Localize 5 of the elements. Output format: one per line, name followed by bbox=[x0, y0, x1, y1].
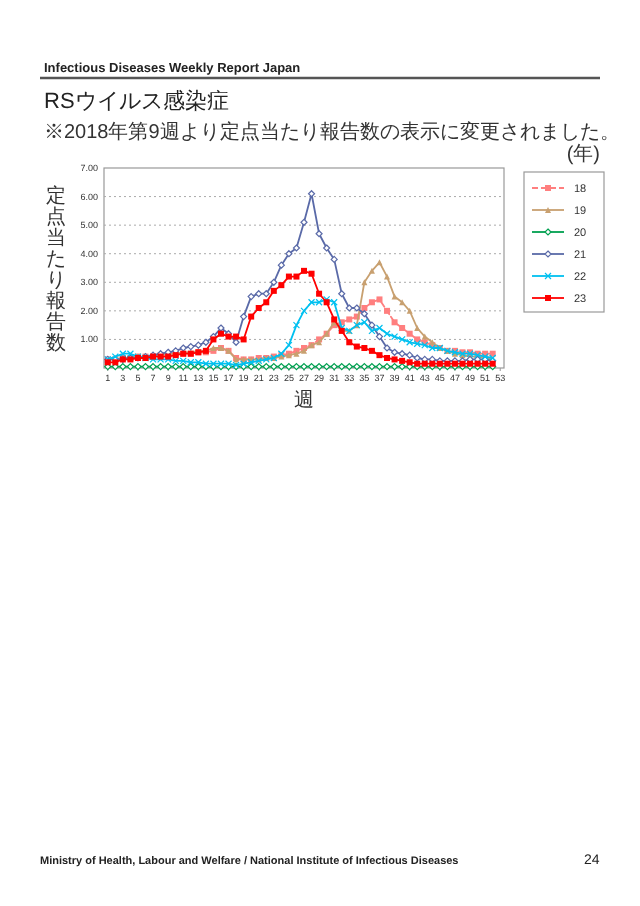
legend-title: (年) bbox=[566, 142, 600, 166]
y-axis-title: 定点当たり報告数 bbox=[46, 185, 66, 355]
x-axis-title: 週 bbox=[294, 390, 314, 412]
chart-subtitle: ※2018年第9週より定点当たり報告数の表示に変更されました。 bbox=[44, 120, 620, 144]
chart-title: RSウイルス感染症 bbox=[44, 88, 229, 114]
